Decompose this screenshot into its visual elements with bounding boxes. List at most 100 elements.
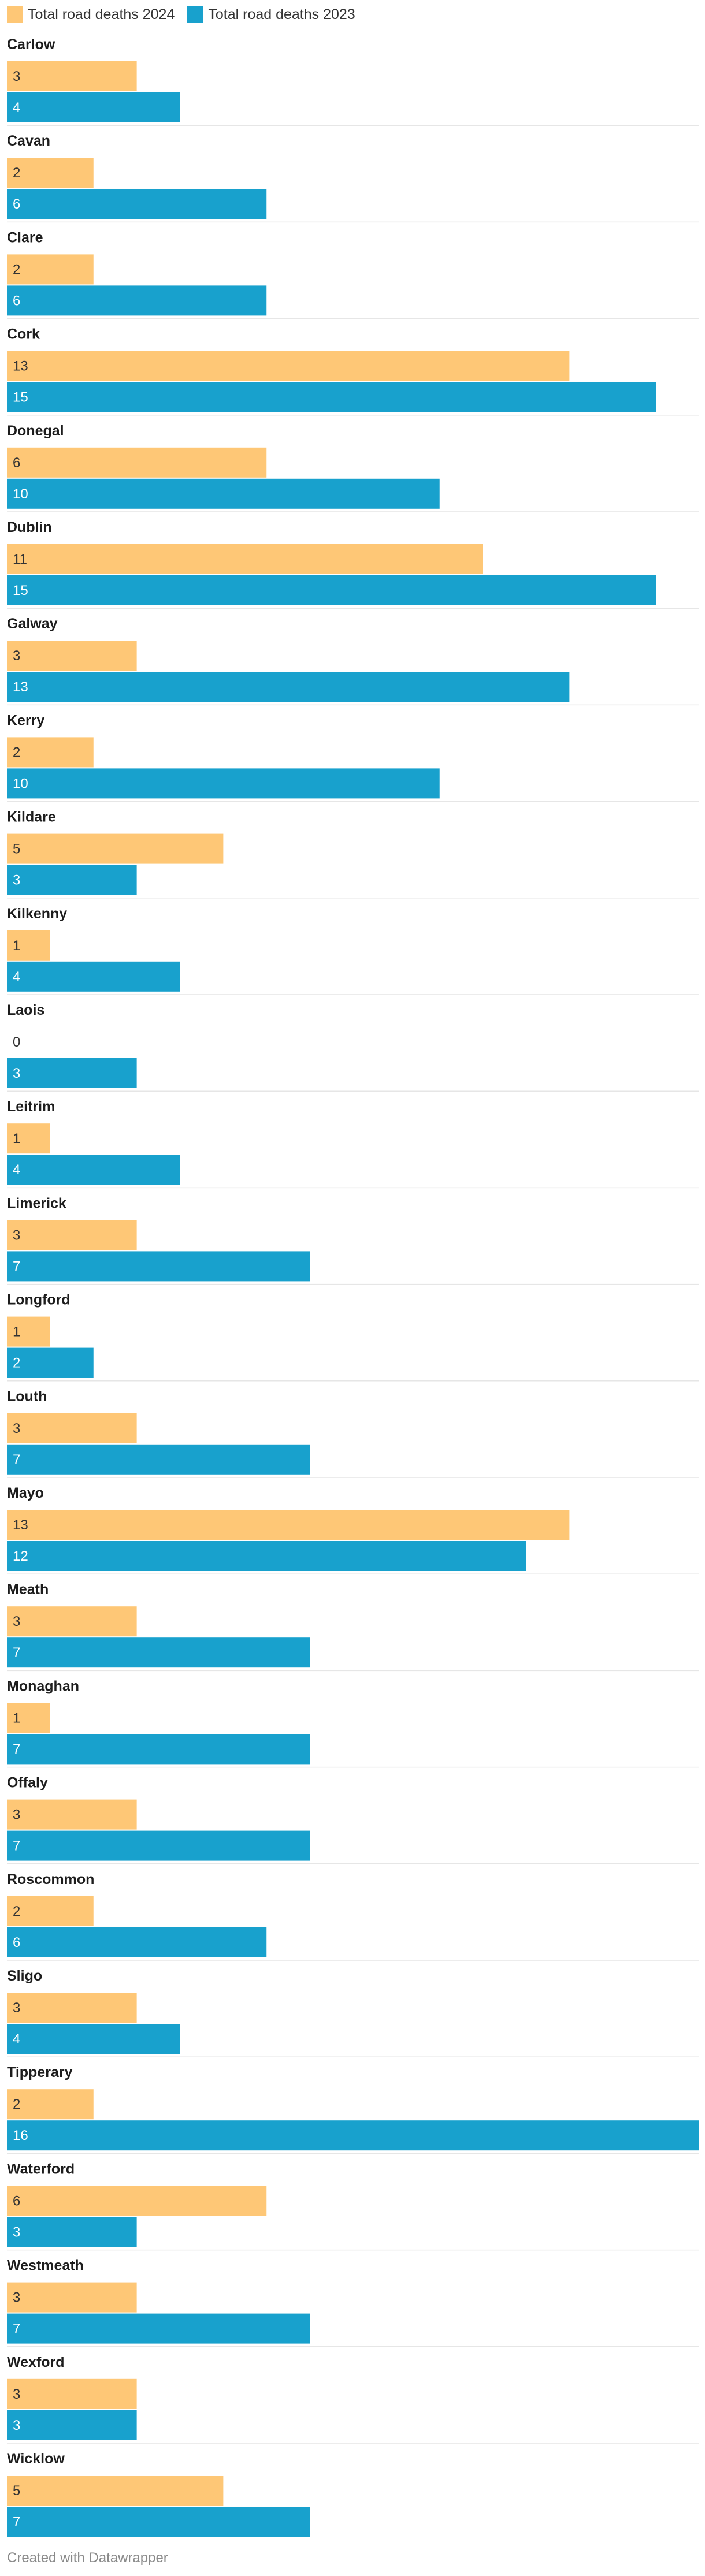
bar-value-label: 3 <box>13 873 20 888</box>
category-label: Wicklow <box>7 2451 65 2467</box>
bar-value-label: 6 <box>13 293 20 308</box>
category-label: Louth <box>7 1388 47 1405</box>
bar-value-label: 3 <box>13 1066 20 1081</box>
bar-2023 <box>7 1541 526 1571</box>
bar-2023 <box>7 92 180 122</box>
category-label: Sligo <box>7 1968 42 1984</box>
bar-value-label: 2 <box>13 1356 20 1371</box>
legend-item-2023: Total road deaths 2023 <box>187 6 355 23</box>
bar-2024 <box>7 833 224 864</box>
footer-credit: Created with Datawrapper <box>7 2550 168 2566</box>
bar-value-label: 1 <box>13 1131 20 1146</box>
category-label: Westmeath <box>7 2258 84 2274</box>
bar-value-label: 3 <box>13 2224 20 2240</box>
bar-2024 <box>7 447 267 478</box>
bar-2024 <box>7 1606 137 1637</box>
bar-2023 <box>7 961 180 992</box>
bar-2024 <box>7 930 50 961</box>
category-label: Waterford <box>7 2161 75 2177</box>
bar-2023 <box>7 1637 310 1668</box>
category-label: Roscommon <box>7 1871 94 1888</box>
bar-value-label: 15 <box>13 583 28 598</box>
bar-value-label: 7 <box>13 2321 20 2337</box>
bar-2023 <box>7 382 656 412</box>
bar-2024 <box>7 351 570 381</box>
bar-2023 <box>7 1155 180 1185</box>
legend-swatch-2023 <box>187 6 204 23</box>
bar-value-label: 3 <box>13 2387 20 2402</box>
bar-2024 <box>7 1413 137 1443</box>
category-label: Longford <box>7 1292 70 1308</box>
bar-2023 <box>7 2313 310 2344</box>
bar-value-label: 6 <box>13 2193 20 2209</box>
category-label: Galway <box>7 616 58 632</box>
bar-value-label: 2 <box>13 1904 20 1919</box>
bar-value-label: 10 <box>13 776 28 791</box>
legend-swatch-2024 <box>7 6 23 23</box>
bar-value-label: 3 <box>13 1227 20 1243</box>
bar-value-label: 4 <box>13 100 20 116</box>
bar-value-label: 7 <box>13 1645 20 1661</box>
bar-2024 <box>7 1993 137 2023</box>
bar-value-label: 7 <box>13 1741 20 1757</box>
bar-2024 <box>7 1799 137 1830</box>
category-label: Leitrim <box>7 1099 55 1115</box>
category-label: Clare <box>7 229 43 245</box>
bar-2023 <box>7 575 656 605</box>
category-label: Kildare <box>7 809 56 825</box>
bar-2023 <box>7 478 440 509</box>
bar-value-label: 3 <box>13 1421 20 1436</box>
bar-value-label: 3 <box>13 2290 20 2306</box>
bar-2024 <box>7 641 137 671</box>
bar-value-label: 3 <box>13 69 20 84</box>
bar-value-label: 10 <box>13 486 28 502</box>
bar-value-label: 16 <box>13 2128 28 2143</box>
bar-2023 <box>7 2024 180 2054</box>
legend-item-2024: Total road deaths 2024 <box>7 6 175 23</box>
bar-value-label: 13 <box>13 1517 28 1533</box>
bar-value-label: 2 <box>13 165 20 181</box>
bar-value-label: 5 <box>13 842 20 857</box>
bar-value-label: 4 <box>13 1162 20 1178</box>
bar-value-label: 7 <box>13 1259 20 1274</box>
category-label: Tipperary <box>7 2064 73 2080</box>
bar-2024 <box>7 2282 137 2313</box>
bar-2024 <box>7 158 94 188</box>
category-label: Cavan <box>7 133 50 149</box>
legend-label-2023: Total road deaths 2023 <box>208 6 355 23</box>
bar-2023 <box>7 1058 137 1088</box>
bar-value-label: 3 <box>13 2418 20 2433</box>
bar-2024 <box>7 2378 137 2409</box>
category-label: Donegal <box>7 423 64 439</box>
bar-2023 <box>7 1251 310 1282</box>
bar-2023 <box>7 1347 94 1378</box>
bar-value-label: 3 <box>13 1614 20 1629</box>
bar-value-label: 7 <box>13 1452 20 1468</box>
bar-2023 <box>7 2217 137 2247</box>
bar-value-label: 2 <box>13 2097 20 2112</box>
category-label: Limerick <box>7 1195 66 1211</box>
bar-value-label: 6 <box>13 455 20 471</box>
bar-2023 <box>7 768 440 799</box>
bar-2023 <box>7 1734 310 1765</box>
bar-value-label: 12 <box>13 1548 28 1564</box>
bar-2024 <box>7 1510 570 1540</box>
bar-2023 <box>7 1830 310 1861</box>
bar-2024 <box>7 544 483 574</box>
bar-value-label: 7 <box>13 1838 20 1854</box>
bar-value-label: 1 <box>13 938 20 954</box>
bar-value-label: 3 <box>13 648 20 664</box>
category-label: Meath <box>7 1581 49 1598</box>
bar-value-label: 1 <box>13 1324 20 1340</box>
category-label: Kilkenny <box>7 906 67 922</box>
bar-value-label: 4 <box>13 969 20 985</box>
bar-2023 <box>7 1927 267 1957</box>
bar-2024 <box>7 1703 50 1733</box>
bar-value-label: 6 <box>13 1935 20 1950</box>
category-label: Kerry <box>7 712 44 728</box>
bar-2023 <box>7 2507 310 2537</box>
bar-value-label: 3 <box>13 2000 20 2016</box>
bar-2023 <box>7 1444 310 1475</box>
category-label: Cork <box>7 326 40 343</box>
